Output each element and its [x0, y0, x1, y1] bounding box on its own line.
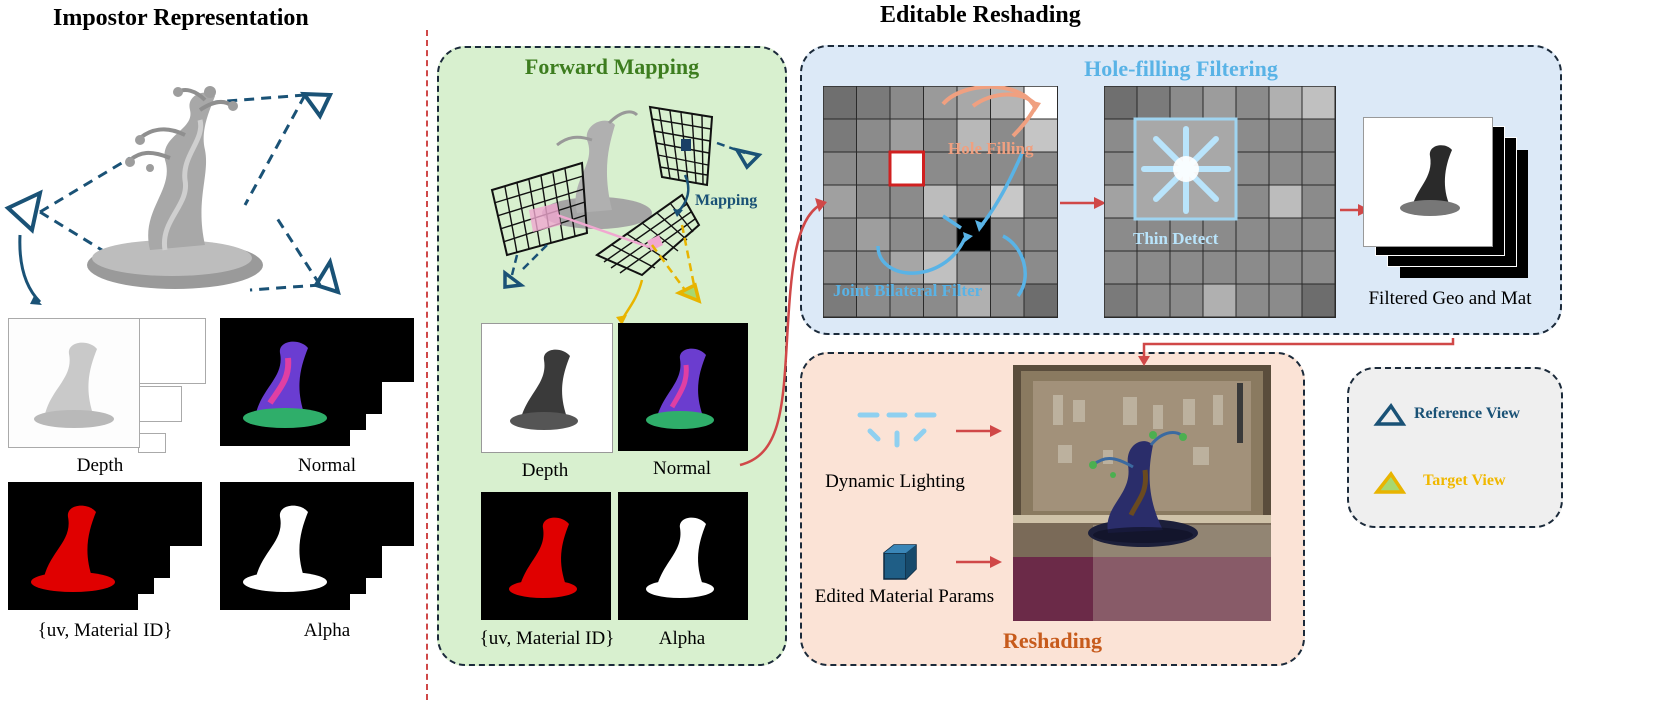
forward-alpha-label: Alpha: [658, 628, 706, 649]
impostor-depth-stack: [8, 318, 208, 453]
impostor-representation-title: Impostor Representation: [53, 5, 309, 31]
target-view-icon: [1373, 471, 1407, 494]
thin-detect-label: Thin Detect: [1133, 229, 1219, 248]
impostor-normal-stack: [220, 318, 420, 448]
impostor-alpha-label: Alpha: [303, 620, 351, 641]
impostor-alpha-stack: [220, 482, 420, 612]
forward-depth-label: Depth: [521, 460, 569, 481]
arrow-right-icon: [956, 556, 1002, 568]
reference-view-icon: [1373, 403, 1407, 426]
mapping-label: Mapping: [695, 192, 758, 209]
impostor-uv-stack: [8, 482, 208, 612]
reference-grid-left: [490, 161, 589, 257]
connector-arrow: [1138, 338, 1455, 366]
forward-normal-image: [618, 323, 748, 451]
thin-detect-grid: [1104, 86, 1336, 318]
dynamic-lighting-label: Dynamic Lighting: [825, 471, 965, 492]
filtered-output-stack: [1363, 117, 1528, 278]
filtered-label: Filtered Geo and Mat: [1368, 288, 1532, 309]
legend-panel: [1347, 367, 1563, 528]
edited-material-label: Edited Material Params: [814, 586, 995, 607]
forward-mapping-scene: [490, 105, 763, 325]
hole-filling-title: Hole-filling Filtering: [1084, 56, 1278, 81]
arrow-right-icon: [956, 425, 1002, 437]
forward-uv-label: {uv, Material ID}: [479, 628, 615, 649]
impostor-uv-label: {uv, Material ID}: [37, 620, 173, 641]
editable-reshading-title: Editable Reshading: [880, 2, 1081, 28]
reshading-render-image: [1013, 365, 1271, 621]
forward-uv-image: [481, 492, 611, 620]
impostor-normal-label: Normal: [297, 455, 357, 476]
legend-reference-label: Reference View: [1414, 405, 1520, 422]
impostor-depth-label: Depth: [76, 455, 124, 476]
forward-alpha-image: [618, 492, 748, 620]
reference-grid-top: [648, 105, 714, 187]
forward-normal-label: Normal: [652, 458, 712, 479]
forward-mapping-title: Forward Mapping: [524, 54, 700, 79]
forward-depth-image: [481, 323, 613, 453]
material-cube-icon: [883, 544, 917, 580]
reshading-title: Reshading: [1002, 628, 1103, 653]
reference-camera-icon: [4, 91, 341, 296]
hole-filling-grid: [823, 86, 1058, 318]
hole-filling-label: Hole Filling: [948, 139, 1034, 158]
lighting-icon: [857, 412, 937, 448]
impostor-scene: [4, 86, 341, 305]
connector-arrow: [739, 198, 827, 467]
arrow-right-icon: [1060, 197, 1106, 209]
joint-bilateral-label: Joint Bilateral Filter: [833, 281, 983, 300]
section-separator: [426, 30, 428, 700]
legend-target-label: Target View: [1423, 472, 1506, 489]
